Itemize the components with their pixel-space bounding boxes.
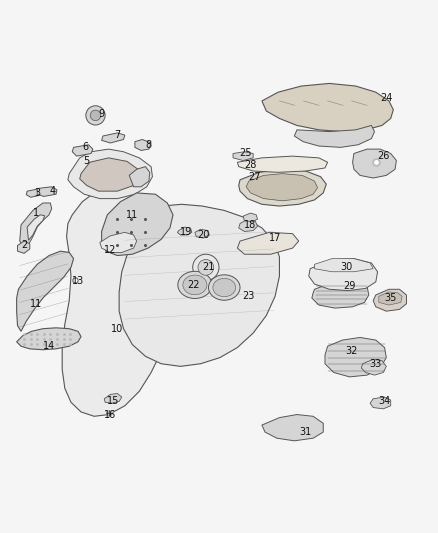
Polygon shape [262, 415, 323, 441]
Text: 4: 4 [49, 186, 56, 196]
Text: 8: 8 [146, 140, 152, 150]
Circle shape [86, 106, 105, 125]
Circle shape [90, 110, 101, 120]
Text: 21: 21 [202, 262, 214, 272]
Text: 2: 2 [21, 240, 27, 251]
Text: 32: 32 [345, 345, 357, 356]
Circle shape [193, 254, 219, 280]
Text: 1: 1 [33, 208, 39, 218]
Text: 15: 15 [107, 397, 119, 406]
Polygon shape [237, 232, 299, 254]
Polygon shape [17, 328, 81, 350]
Text: 22: 22 [187, 280, 200, 290]
Text: 9: 9 [99, 109, 105, 119]
Polygon shape [239, 219, 258, 231]
Polygon shape [17, 251, 74, 332]
Polygon shape [233, 152, 253, 160]
Polygon shape [239, 169, 326, 206]
Polygon shape [237, 156, 328, 172]
Text: 16: 16 [104, 409, 117, 419]
Text: 24: 24 [380, 93, 392, 103]
Polygon shape [312, 280, 369, 308]
Text: 10: 10 [111, 324, 124, 334]
Polygon shape [37, 187, 57, 197]
Text: 14: 14 [43, 341, 55, 351]
Text: 6: 6 [82, 142, 88, 152]
Ellipse shape [178, 271, 212, 298]
Text: 13: 13 [72, 276, 84, 286]
Polygon shape [100, 232, 137, 253]
Circle shape [198, 260, 214, 275]
Text: 26: 26 [377, 151, 389, 161]
Polygon shape [104, 393, 122, 403]
Text: 17: 17 [269, 233, 281, 243]
Polygon shape [72, 145, 93, 156]
Text: 27: 27 [249, 172, 261, 182]
Polygon shape [361, 359, 386, 375]
Ellipse shape [183, 275, 207, 295]
Polygon shape [102, 193, 173, 255]
Text: 33: 33 [370, 359, 382, 369]
Polygon shape [353, 149, 396, 178]
Polygon shape [325, 337, 386, 377]
Text: 29: 29 [343, 281, 356, 291]
Polygon shape [314, 259, 373, 272]
Polygon shape [177, 227, 192, 235]
Text: 11: 11 [30, 298, 42, 309]
Polygon shape [246, 174, 318, 201]
Text: 35: 35 [385, 293, 397, 303]
Polygon shape [102, 133, 125, 143]
Text: 19: 19 [180, 228, 192, 237]
Polygon shape [129, 167, 150, 187]
Polygon shape [373, 289, 406, 311]
Polygon shape [135, 140, 151, 150]
Text: 25: 25 [239, 149, 251, 158]
Polygon shape [68, 149, 152, 199]
Text: 11: 11 [126, 210, 138, 220]
Polygon shape [309, 259, 378, 290]
Text: 12: 12 [104, 245, 117, 255]
Ellipse shape [208, 275, 240, 300]
Polygon shape [62, 189, 179, 416]
Polygon shape [262, 84, 393, 132]
Polygon shape [18, 241, 30, 253]
Polygon shape [26, 189, 40, 197]
Polygon shape [27, 215, 45, 240]
Polygon shape [80, 158, 139, 191]
Text: 20: 20 [198, 230, 210, 240]
Text: 34: 34 [378, 397, 391, 406]
Polygon shape [294, 125, 374, 147]
Text: 30: 30 [341, 262, 353, 272]
Polygon shape [20, 203, 52, 247]
Text: 7: 7 [114, 130, 120, 140]
Text: 18: 18 [244, 220, 257, 230]
Text: 5: 5 [84, 156, 90, 166]
Text: 3: 3 [34, 188, 40, 198]
Ellipse shape [213, 278, 236, 297]
Polygon shape [379, 292, 402, 305]
Polygon shape [243, 213, 258, 222]
Text: 28: 28 [244, 160, 257, 170]
Text: 23: 23 [243, 291, 255, 301]
Polygon shape [195, 229, 209, 238]
Text: 31: 31 [300, 427, 312, 437]
Polygon shape [370, 397, 391, 409]
Polygon shape [119, 204, 279, 366]
